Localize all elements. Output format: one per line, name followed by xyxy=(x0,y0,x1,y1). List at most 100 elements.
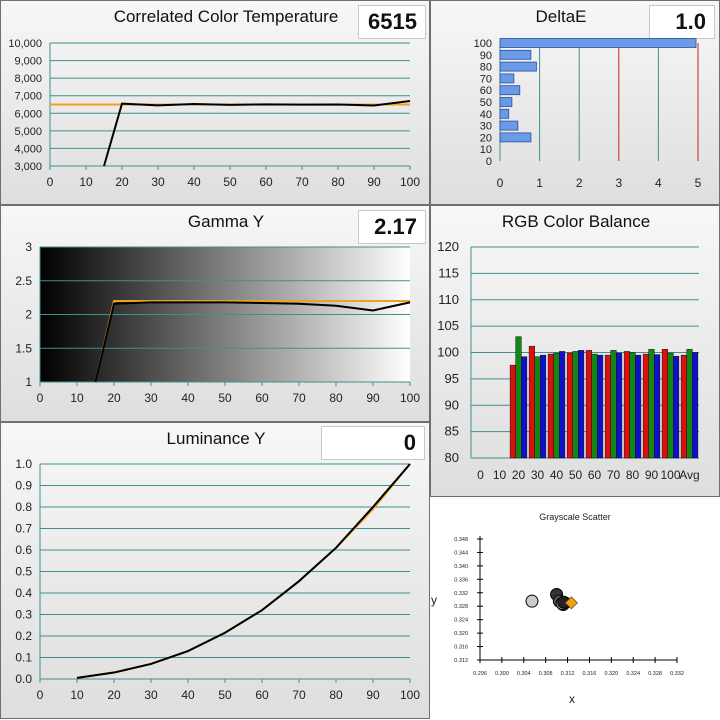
y-tick-label: 20 xyxy=(480,132,492,144)
green-bar xyxy=(630,353,636,459)
y-tick-label: 0.344 xyxy=(454,550,468,556)
deltae-bar xyxy=(500,133,531,142)
y-tick-label: 110 xyxy=(438,292,459,307)
x-tick-label: 20 xyxy=(107,688,121,702)
x-tick-label: 0 xyxy=(477,468,484,482)
x-tick-label: 0 xyxy=(497,176,504,190)
x-tick-label: 60 xyxy=(255,391,269,405)
y-tick-label: 8,000 xyxy=(14,73,42,85)
y-axis-label: y xyxy=(431,593,437,607)
y-tick-label: 9,000 xyxy=(14,56,42,68)
target-line xyxy=(77,464,410,678)
x-tick-label: 80 xyxy=(329,688,343,702)
blue-bar xyxy=(578,350,584,458)
x-tick-label: 50 xyxy=(218,688,232,702)
x-tick-label: 0.332 xyxy=(670,671,684,677)
x-tick-label: 0 xyxy=(47,175,54,189)
x-tick-label: 0.304 xyxy=(517,671,531,677)
y-tick-label: 0.348 xyxy=(454,537,468,543)
rgb-panel: RGB Color Balance 80 85 90 95 100 105 110 115 12… xyxy=(430,205,720,497)
cct-panel: Correlated Color Temperature 6515 3,000 4… xyxy=(0,0,430,205)
y-tick-label: 60 xyxy=(480,85,492,97)
y-tick-label: 1.0 xyxy=(15,457,32,471)
x-tick-label: 3 xyxy=(615,176,622,190)
green-bar xyxy=(573,351,579,458)
y-tick-label: 90 xyxy=(445,397,459,412)
scatter-title: Grayscale Scatter xyxy=(539,512,611,522)
y-tick-label: 0.312 xyxy=(454,658,468,664)
y-tick-label: 0.336 xyxy=(454,577,468,583)
y-tick-label: 105 xyxy=(437,318,459,333)
x-tick-label: 10 xyxy=(70,391,84,405)
x-tick-label: 40 xyxy=(181,391,195,405)
x-tick-label: 50 xyxy=(218,391,232,405)
y-tick-label: 0.328 xyxy=(454,604,468,610)
green-bar xyxy=(535,357,541,458)
y-tick-label: 0.320 xyxy=(454,631,468,637)
x-tick-label: 0.324 xyxy=(626,671,640,677)
y-tick-label: 3,000 xyxy=(14,161,42,173)
y-tick-label: 0.3 xyxy=(15,608,32,622)
x-tick-label: 40 xyxy=(187,175,201,189)
y-tick-label: 0.6 xyxy=(15,543,32,557)
x-tick-label: 80 xyxy=(331,175,345,189)
y-tick-label: 50 xyxy=(480,97,492,109)
y-tick-label: 100 xyxy=(474,38,492,50)
x-tick-label: 0.328 xyxy=(648,671,662,677)
y-tick-label: 40 xyxy=(480,109,492,121)
x-axis-label: x xyxy=(569,692,575,706)
y-tick-label: 1.5 xyxy=(15,341,32,355)
x-tick-label: 30 xyxy=(144,688,158,702)
x-tick-label: 0 xyxy=(37,391,44,405)
green-bar xyxy=(687,349,693,458)
y-tick-label: 80 xyxy=(480,62,492,74)
red-bar xyxy=(510,365,516,458)
y-tick-label: 0.0 xyxy=(15,672,32,686)
x-tick-label: 0.316 xyxy=(583,671,597,677)
deltae-bar xyxy=(500,86,520,95)
blue-bar xyxy=(635,355,641,458)
green-bar xyxy=(611,350,617,458)
x-tick-label: 40 xyxy=(550,468,564,482)
red-bar xyxy=(643,354,649,458)
measured-line xyxy=(77,464,410,678)
x-tick-label: 90 xyxy=(366,688,380,702)
green-bar xyxy=(592,354,598,458)
x-tick-label: 100 xyxy=(660,468,680,482)
y-tick-label: 0 xyxy=(486,156,492,168)
rgb-chart: 808590951001051101151200 10 20 30 40 50 60 70 80… xyxy=(431,206,720,498)
blue-bar xyxy=(616,353,622,458)
scatter-panel: Grayscale Scatter 0.312 0.316 0.320 0.324 0.3… xyxy=(430,497,720,719)
x-tick-label: 80 xyxy=(626,468,640,482)
x-tick-label: 30 xyxy=(151,175,165,189)
x-tick-label: 90 xyxy=(366,391,380,405)
deltae-bar xyxy=(500,74,514,83)
red-bar xyxy=(681,355,687,458)
blue-bar xyxy=(521,357,527,458)
red-bar xyxy=(567,353,573,458)
x-tick-label: 4 xyxy=(655,176,662,190)
x-tick-label: 5 xyxy=(695,176,702,190)
y-tick-label: 10,000 xyxy=(8,38,42,50)
green-bar xyxy=(554,353,560,458)
x-tick-label: 0.308 xyxy=(539,671,553,677)
x-tick-label: 0.320 xyxy=(604,671,618,677)
deltae-bar xyxy=(500,62,536,71)
x-tick-label: 10 xyxy=(70,688,84,702)
x-tick-label: 50 xyxy=(223,175,237,189)
x-tick-label: 90 xyxy=(645,468,659,482)
y-tick-label: 10 xyxy=(480,144,492,156)
y-tick-label: 6,000 xyxy=(14,108,42,120)
y-tick-label: 7,000 xyxy=(14,91,42,103)
y-tick-label: 120 xyxy=(437,239,459,254)
y-tick-label: 80 xyxy=(445,450,459,465)
blue-bar xyxy=(692,353,698,459)
y-tick-label: 4,000 xyxy=(14,143,42,155)
gamma-panel: Gamma Y 2.17 1 1.5 2 2.5 3 0 10 20 30 40 50 60 70 80 9… xyxy=(0,205,430,422)
x-tick-label: 30 xyxy=(144,391,158,405)
y-tick-label: 0.5 xyxy=(15,565,32,579)
y-tick-label: 0.316 xyxy=(454,645,468,651)
x-tick-label: 0 xyxy=(37,688,44,702)
deltae-bar xyxy=(500,98,512,107)
